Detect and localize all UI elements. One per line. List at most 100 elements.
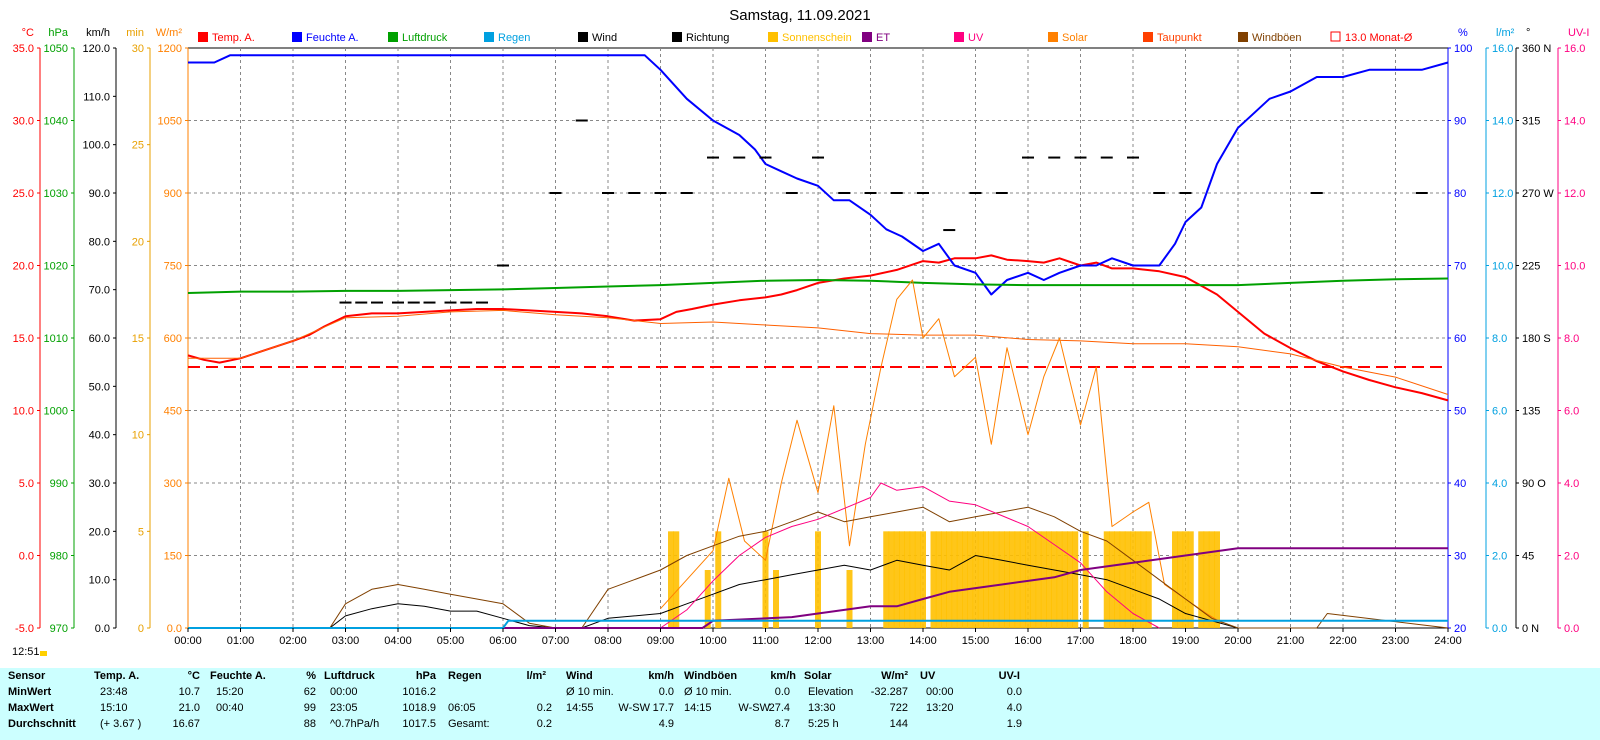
direction-dot — [1127, 156, 1139, 159]
series-lines — [187, 54, 1449, 629]
legend-label: Richtung — [686, 32, 729, 44]
stats-header-unit: km/h — [770, 670, 796, 682]
axis-unit-sunmin: min — [126, 27, 144, 39]
tick-label-uv: 0.0 — [1564, 623, 1579, 635]
tick-label-wind: 50.0 — [89, 381, 110, 393]
tick-label-hum: 80 — [1454, 188, 1466, 200]
series-line-luftdruck — [187, 277, 1449, 294]
sunshine-bar — [893, 531, 900, 628]
direction-dot — [407, 301, 420, 304]
tick-label-sunmin: 30 — [132, 43, 144, 55]
tick-label-hum: 100 — [1454, 43, 1472, 55]
stats-temp-value: 21.0 — [178, 702, 200, 714]
tick-label-temp: 30.0 — [13, 116, 34, 128]
direction-dot — [339, 301, 352, 304]
sunshine-bar — [909, 531, 916, 628]
stats-hum-value: 62 — [303, 686, 316, 698]
direction-dot — [812, 156, 824, 159]
legend-label: UV — [968, 32, 984, 44]
chart-title: Samstag, 11.09.2021 — [729, 7, 871, 24]
tick-label-rain: 10.0 — [1492, 261, 1513, 273]
tick-label-wind: 80.0 — [89, 236, 110, 248]
axis-unit-temp: °C — [22, 27, 34, 39]
sunshine-bar — [920, 531, 926, 628]
direction-dot — [995, 192, 1008, 194]
sunshine-bar — [1067, 531, 1073, 628]
legend-label: ET — [876, 32, 890, 44]
tick-label-dir: 135 — [1522, 406, 1540, 418]
stats-hum-time: 00:40 — [216, 702, 244, 714]
tick-label-wind: 70.0 — [89, 285, 110, 297]
stats-header-unit: % — [306, 670, 316, 682]
sunshine-bar — [993, 531, 1000, 628]
tick-label-press: 980 — [50, 551, 68, 563]
direction-dot — [1310, 192, 1323, 194]
tick-label-wind: 0.0 — [95, 623, 110, 635]
x-tick-label: 02:00 — [279, 635, 307, 647]
axis-unit-wind: km/h — [86, 27, 110, 39]
tick-label-solar: 900 — [164, 188, 182, 200]
tick-label-solar: 1050 — [158, 116, 182, 128]
stats-uv-time: 13:20 — [926, 702, 954, 714]
tick-label-rain: 12.0 — [1492, 188, 1513, 200]
stats-gust-direction: W-SW — [738, 702, 770, 714]
sunshine-bar — [704, 570, 711, 628]
stats-gust-value: 0.0 — [774, 686, 790, 698]
axis-unit-solar: W/m² — [156, 27, 183, 39]
sunshine-bar — [1198, 531, 1205, 628]
stats-gust-time: Ø 10 min. — [684, 686, 732, 698]
direction-dot — [460, 301, 473, 304]
sunshine-bar — [1135, 531, 1142, 628]
stats-row: MaxWert 15:10 21.0 00:40 99 23:05 1018.9 06:05 0… — [0, 700, 1600, 716]
legend-label: Wind — [592, 32, 617, 44]
tick-label-wind: 90.0 — [89, 188, 110, 200]
x-tick-label: 07:00 — [542, 635, 570, 647]
tick-label-rain: 0.0 — [1492, 623, 1507, 635]
direction-dot — [654, 192, 667, 194]
stats-uv-value: 0.0 — [1006, 686, 1022, 698]
stats-uv-value: 4.0 — [1006, 702, 1022, 714]
sunshine-bar — [1014, 531, 1021, 628]
stats-temp-value: 16.67 — [172, 718, 200, 730]
direction-dot — [549, 192, 562, 194]
tick-label-dir: 180 S — [1522, 333, 1551, 345]
stats-press-value: 1018.9 — [402, 702, 436, 714]
stats-hum-value: 88 — [303, 718, 316, 730]
legend-label: 13.0 Monat-Ø — [1345, 32, 1413, 44]
series-line-feuchte-a- — [188, 54, 1449, 296]
stats-rain-time: Gesamt: — [448, 718, 490, 730]
sunshine-bar — [673, 531, 680, 628]
stats-hum-time: 15:20 — [216, 686, 244, 698]
x-tick-label: 22:00 — [1329, 635, 1357, 647]
direction-dot — [1022, 156, 1034, 159]
stats-rain-value: 0.2 — [536, 702, 552, 714]
tick-label-uv: 16.0 — [1564, 43, 1585, 55]
sunshine-bar — [914, 531, 921, 628]
axis-units: °C hPa km/h min W/m²% l/m² ° UV-I — [22, 27, 1590, 39]
axis-unit-uv: UV-I — [1568, 27, 1589, 39]
direction-dot — [423, 301, 436, 304]
sunshine-bar — [988, 531, 995, 628]
tick-label-rain: 16.0 — [1492, 43, 1513, 55]
legend-label: Taupunkt — [1157, 32, 1202, 44]
sunshine-bar — [935, 531, 942, 628]
stats-solar-value: -32.287 — [870, 686, 908, 698]
x-tick-label: 08:00 — [594, 635, 622, 647]
tick-label-dir: 90 O — [1522, 478, 1546, 490]
tick-label-solar: 1200 — [158, 43, 182, 55]
direction-dot — [1074, 156, 1087, 159]
stats-temp-time: (+ 3.67 ) — [100, 718, 142, 730]
direction-dot — [476, 301, 488, 304]
tick-label-temp: -5.0 — [15, 623, 34, 635]
weather-chart: Samstag, 11.09.2021 Temp. A. Feuchte A. Lu… — [13, 7, 1590, 647]
sunshine-bar — [1119, 531, 1126, 628]
tick-label-dir: 45 — [1522, 551, 1534, 563]
stats-press-time: 00:00 — [330, 686, 358, 698]
tick-label-hum: 50 — [1454, 406, 1466, 418]
tick-label-uv: 6.0 — [1564, 406, 1579, 418]
stats-solar-value: 722 — [889, 702, 908, 714]
legend-swatch — [768, 32, 778, 42]
direction-dot — [733, 156, 746, 159]
direction-dot — [969, 192, 982, 194]
tick-label-press: 1020 — [44, 261, 68, 273]
